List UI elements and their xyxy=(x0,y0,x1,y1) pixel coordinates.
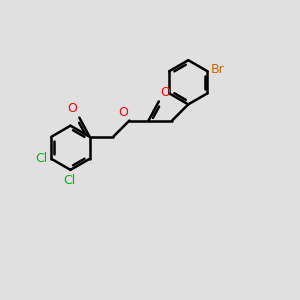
Text: Br: Br xyxy=(211,63,225,76)
Text: O: O xyxy=(67,102,77,115)
Text: Cl: Cl xyxy=(36,152,48,165)
Text: Cl: Cl xyxy=(63,174,75,187)
Text: O: O xyxy=(118,106,128,119)
Text: O: O xyxy=(160,86,170,99)
